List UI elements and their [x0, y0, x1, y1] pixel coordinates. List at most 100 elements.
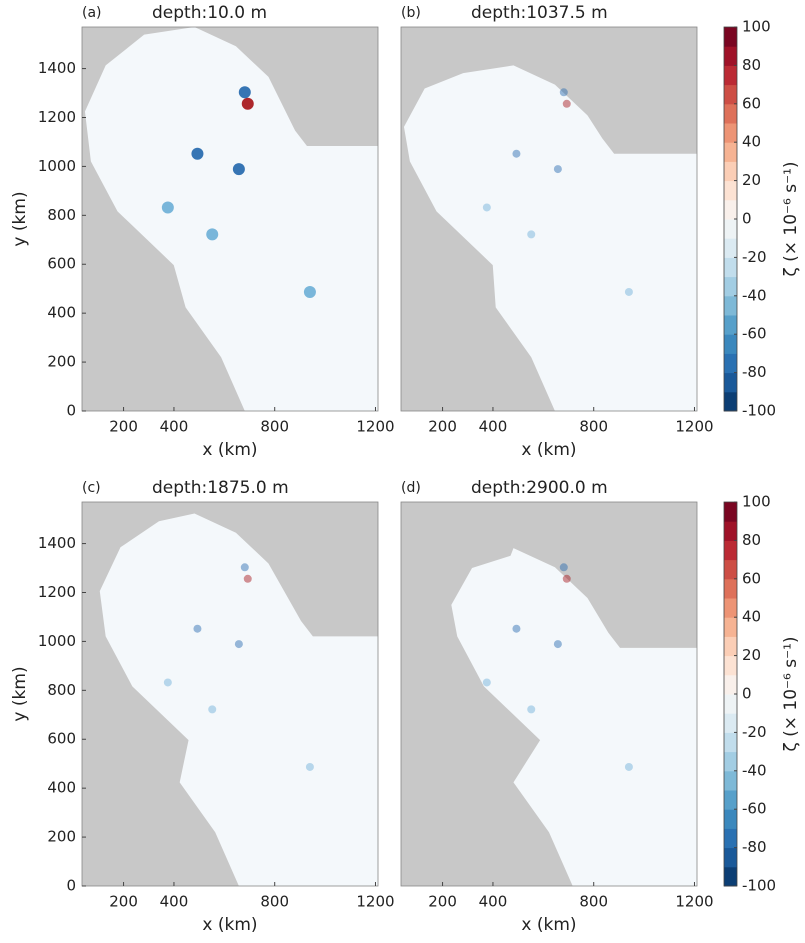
colorbar-step: [724, 65, 737, 86]
x-tick-label: 400: [479, 418, 508, 436]
colorbar-tick-label: 0: [742, 685, 752, 703]
x-axis-label: x (km): [202, 915, 257, 935]
colorbar-step: [724, 123, 737, 143]
eddy: [234, 640, 243, 649]
y-tick-label: 400: [47, 304, 76, 322]
colorbar-step: [724, 617, 737, 637]
y-tick-label: 600: [47, 255, 76, 273]
colorbar-step: [724, 161, 737, 182]
eddy: [527, 705, 536, 714]
colorbar-step: [724, 353, 737, 374]
chart-title: depth:1875.0 m: [152, 478, 289, 498]
colorbar-tick-label: 60: [742, 569, 761, 587]
colorbar-tick-label: 40: [742, 608, 761, 626]
eddy: [243, 574, 252, 583]
colorbar-step: [724, 694, 737, 714]
colorbar-step: [724, 180, 737, 201]
x-axis-label: x (km): [521, 440, 576, 460]
eddy: [482, 203, 491, 212]
colorbar-step: [724, 674, 737, 695]
x-tick-label: 800: [579, 893, 608, 911]
colorbar-tick-label: 20: [742, 171, 761, 189]
colorbar-step: [724, 732, 737, 753]
y-tick-label: 800: [47, 681, 76, 699]
panel-label: (d): [401, 480, 421, 496]
plot-frame: [81, 501, 379, 887]
eddy: [193, 624, 202, 633]
colorbar-tick-label: -20: [742, 248, 767, 266]
x-tick-label: 800: [579, 418, 608, 436]
x-tick-label: 1200: [675, 893, 713, 911]
y-tick-label: 1200: [38, 108, 76, 126]
eddy: [624, 762, 633, 771]
colorbar-step: [724, 559, 737, 580]
eddy: [238, 86, 251, 99]
colorbar-step: [724, 790, 737, 810]
colorbar-step: [724, 828, 737, 849]
colorbar-step: [724, 142, 737, 162]
colorbar-step: [724, 334, 737, 354]
eddy: [512, 624, 521, 633]
colorbar-step: [724, 238, 737, 258]
colorbar-tick-label: 100: [742, 493, 771, 511]
panel-label: (b): [401, 5, 421, 21]
plot-frame: [400, 26, 698, 412]
colorbar-tick-label: 80: [742, 56, 761, 74]
colorbar-tick-label: 100: [742, 18, 771, 36]
colorbar-step: [724, 770, 737, 791]
ocean-domain: [99, 513, 378, 886]
colorbar-step: [724, 598, 737, 618]
colorbar-step: [724, 540, 737, 561]
x-tick-label: 1200: [356, 418, 394, 436]
colorbar-tick-label: -60: [742, 800, 767, 818]
eddy: [208, 705, 217, 714]
x-tick-label: 200: [109, 418, 138, 436]
colorbar-tick-label: -100: [742, 402, 776, 420]
x-tick-label: 200: [109, 893, 138, 911]
colorbar-step: [724, 809, 737, 829]
colorbar-step: [724, 502, 737, 522]
y-tick-label: 0: [66, 402, 76, 420]
eddy: [482, 678, 491, 687]
x-tick-label: 1200: [356, 893, 394, 911]
colorbar-tick-label: 60: [742, 94, 761, 112]
eddy: [240, 563, 249, 572]
eddy: [553, 640, 562, 649]
y-tick-label: 1400: [38, 534, 76, 552]
colorbar-tick-label: -100: [742, 877, 776, 895]
colorbar-step: [724, 636, 737, 657]
ocean-domain: [403, 65, 697, 412]
colorbar-label: ζ (× 10⁻⁶ s⁻¹): [781, 636, 801, 751]
eddy: [559, 563, 568, 572]
x-tick-label: 800: [260, 418, 289, 436]
colorbar-step: [724, 46, 737, 66]
chart-title: depth:1037.5 m: [471, 3, 608, 23]
x-axis-label: x (km): [521, 915, 576, 935]
eddy: [624, 287, 633, 296]
x-tick-label: 800: [260, 893, 289, 911]
panel-label: (a): [82, 5, 102, 21]
colorbar-step: [724, 257, 737, 278]
x-tick-label: 400: [160, 893, 189, 911]
y-tick-label: 600: [47, 730, 76, 748]
x-tick-label: 400: [479, 893, 508, 911]
colorbar-tick-label: 40: [742, 133, 761, 151]
eddy: [512, 149, 521, 158]
eddy: [562, 574, 571, 583]
colorbar-tick-label: 20: [742, 646, 761, 664]
colorbar-step: [724, 655, 737, 676]
y-tick-label: 800: [47, 206, 76, 224]
y-axis-label: y (km): [10, 666, 30, 721]
colorbar-step: [724, 84, 737, 105]
eddy: [161, 201, 174, 214]
colorbar-tick-label: -20: [742, 723, 767, 741]
colorbar-step: [724, 713, 737, 733]
eddy: [305, 762, 314, 771]
x-tick-label: 400: [160, 418, 189, 436]
colorbar-step: [724, 372, 737, 393]
chart-title: depth:10.0 m: [152, 3, 267, 23]
eddy: [191, 147, 204, 160]
y-axis-label: y (km): [10, 191, 30, 246]
x-tick-label: 1200: [675, 418, 713, 436]
